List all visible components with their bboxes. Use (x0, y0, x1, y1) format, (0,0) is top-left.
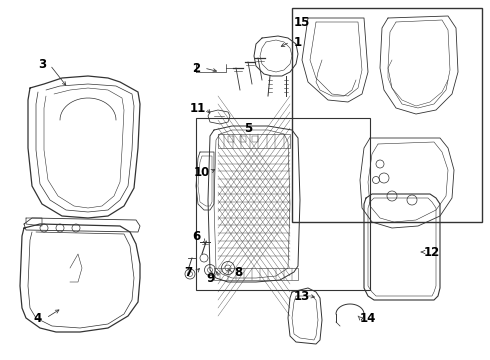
Bar (196, 118, 370, 290)
Bar (228, 136, 234, 142)
Text: 3: 3 (38, 58, 46, 72)
Text: 13: 13 (294, 289, 310, 302)
Text: 14: 14 (360, 311, 376, 324)
Text: 4: 4 (34, 311, 42, 324)
Text: 11: 11 (190, 102, 206, 114)
Bar (252, 136, 258, 142)
Text: 6: 6 (192, 230, 200, 243)
Text: 1: 1 (294, 36, 302, 49)
Text: 2: 2 (192, 62, 200, 75)
Text: 7: 7 (184, 266, 192, 279)
Bar (292, 8, 482, 222)
Bar (240, 136, 246, 142)
Text: 5: 5 (244, 122, 252, 135)
Text: 12: 12 (424, 246, 440, 258)
Text: 10: 10 (194, 166, 210, 179)
Text: 15: 15 (294, 15, 310, 28)
Text: 8: 8 (234, 266, 242, 279)
Text: 9: 9 (206, 271, 214, 284)
